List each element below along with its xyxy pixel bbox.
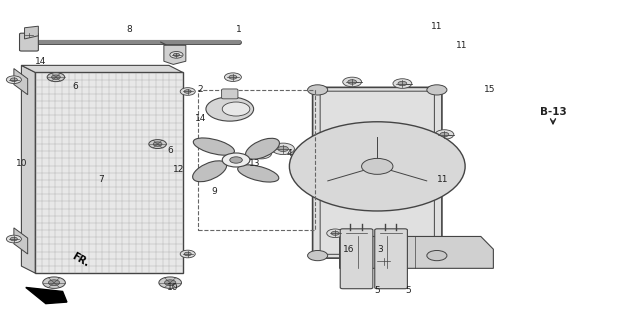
Text: 10: 10 — [167, 283, 179, 292]
Circle shape — [222, 153, 250, 167]
Circle shape — [197, 168, 214, 177]
Ellipse shape — [245, 138, 279, 159]
Circle shape — [174, 53, 179, 56]
Circle shape — [206, 97, 253, 121]
Text: 14: 14 — [195, 114, 207, 123]
Circle shape — [427, 85, 447, 95]
Circle shape — [393, 79, 412, 88]
Circle shape — [374, 257, 393, 266]
Text: 3: 3 — [377, 245, 383, 254]
Circle shape — [6, 76, 21, 84]
Circle shape — [52, 75, 60, 79]
Text: 6: 6 — [73, 82, 79, 91]
Circle shape — [180, 88, 195, 95]
Circle shape — [427, 251, 447, 261]
Circle shape — [440, 132, 449, 137]
Circle shape — [308, 85, 328, 95]
Circle shape — [257, 151, 266, 156]
Text: 5: 5 — [406, 286, 411, 295]
Circle shape — [272, 143, 294, 155]
Circle shape — [23, 32, 35, 38]
Text: B-13: B-13 — [540, 107, 566, 117]
Circle shape — [362, 158, 393, 174]
Text: 4: 4 — [286, 149, 292, 158]
Text: 11: 11 — [431, 22, 442, 31]
Text: 14: 14 — [35, 57, 47, 66]
Circle shape — [26, 34, 31, 36]
Circle shape — [230, 157, 242, 163]
Circle shape — [43, 277, 65, 288]
FancyBboxPatch shape — [19, 33, 38, 51]
Circle shape — [165, 280, 175, 285]
Circle shape — [149, 140, 167, 148]
Circle shape — [229, 75, 237, 79]
Text: 6: 6 — [167, 146, 173, 155]
Text: 12: 12 — [173, 165, 185, 174]
Circle shape — [184, 90, 191, 93]
Circle shape — [398, 81, 407, 86]
Circle shape — [331, 231, 339, 235]
Text: 13: 13 — [248, 159, 260, 168]
Text: 9: 9 — [211, 188, 217, 196]
Polygon shape — [164, 45, 186, 64]
Text: 5: 5 — [374, 286, 380, 295]
Circle shape — [48, 280, 60, 285]
Polygon shape — [21, 65, 35, 273]
Polygon shape — [35, 72, 182, 273]
Text: 11: 11 — [456, 41, 467, 50]
Circle shape — [348, 80, 357, 84]
Circle shape — [10, 237, 18, 241]
Circle shape — [201, 171, 209, 175]
Circle shape — [184, 252, 191, 256]
FancyBboxPatch shape — [313, 87, 442, 258]
Ellipse shape — [193, 138, 235, 155]
Bar — [198, 90, 314, 230]
Polygon shape — [340, 236, 493, 268]
Circle shape — [343, 77, 362, 87]
Circle shape — [225, 73, 242, 82]
Circle shape — [379, 259, 388, 264]
Circle shape — [170, 52, 183, 58]
Circle shape — [289, 122, 465, 211]
Circle shape — [326, 229, 343, 237]
Text: 10: 10 — [16, 159, 28, 168]
Polygon shape — [14, 228, 28, 254]
Circle shape — [6, 235, 21, 243]
Circle shape — [308, 251, 328, 261]
Circle shape — [251, 148, 272, 159]
Text: 15: 15 — [484, 85, 496, 94]
Ellipse shape — [192, 161, 226, 182]
Circle shape — [153, 142, 162, 146]
Circle shape — [159, 277, 181, 288]
FancyBboxPatch shape — [340, 229, 373, 289]
Text: 16: 16 — [343, 245, 354, 254]
Circle shape — [47, 73, 65, 82]
Polygon shape — [25, 26, 38, 39]
Polygon shape — [14, 68, 28, 95]
Polygon shape — [21, 65, 182, 72]
FancyBboxPatch shape — [375, 229, 408, 289]
Text: 11: 11 — [437, 175, 448, 184]
FancyBboxPatch shape — [221, 89, 238, 99]
Polygon shape — [26, 287, 67, 304]
Text: 1: 1 — [236, 25, 242, 34]
Text: 8: 8 — [126, 25, 132, 34]
Circle shape — [222, 102, 250, 116]
Text: FR.: FR. — [70, 251, 91, 268]
Circle shape — [10, 78, 18, 82]
Circle shape — [435, 130, 454, 139]
Circle shape — [180, 250, 195, 258]
Ellipse shape — [238, 165, 279, 182]
Text: 2: 2 — [197, 85, 203, 94]
Circle shape — [278, 146, 288, 152]
Text: 7: 7 — [98, 175, 104, 184]
